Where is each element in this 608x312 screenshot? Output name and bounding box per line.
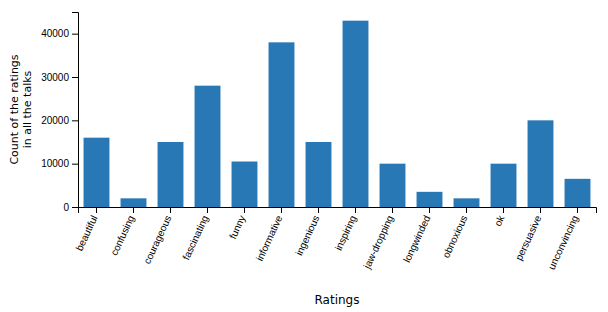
y-tick: 40000 — [41, 28, 78, 39]
y-tick: 20000 — [41, 115, 78, 126]
x-tick-label: obnoxious — [440, 214, 469, 260]
y-tick-label: 40000 — [41, 28, 69, 39]
y-axis-title: Count of the ratingsin all the talks — [8, 54, 34, 164]
y-axis-title-line: Count of the ratings — [8, 54, 21, 164]
x-tick-mark — [281, 207, 282, 213]
x-tick: obnoxious — [440, 207, 469, 260]
x-tick-label: funny — [227, 214, 247, 241]
y-axis-line — [72, 13, 79, 208]
bar — [454, 198, 480, 207]
x-tick: ingenious — [293, 207, 321, 257]
y-tick: 0 — [63, 202, 78, 213]
y-tick-mark — [72, 77, 78, 78]
x-tick-mark — [96, 207, 97, 213]
x-tick-mark — [207, 207, 208, 213]
x-tick-mark — [355, 207, 356, 213]
x-tick-label: ingenious — [293, 214, 321, 257]
x-tick-mark — [170, 207, 171, 213]
x-tick-mark — [429, 207, 430, 213]
bar — [343, 21, 369, 207]
x-tick: longwinded — [401, 207, 432, 264]
bar — [380, 164, 406, 207]
x-tick: ok — [492, 207, 507, 228]
bar — [84, 138, 110, 207]
bar — [306, 142, 332, 207]
x-tick-label: jaw-dropping — [361, 214, 396, 271]
bar — [565, 179, 591, 207]
x-tick: inspiring — [333, 207, 359, 252]
bar — [195, 86, 221, 207]
bar — [158, 142, 184, 207]
x-tick-mark — [466, 207, 467, 213]
plot-area: beautiful confusingcourageousfascinating f… — [41, 13, 596, 272]
y-axis: 0 10000 20000 30000 40000 — [41, 13, 78, 213]
bars — [84, 21, 591, 207]
x-tick-mark — [392, 207, 393, 213]
x-tick-mark — [244, 207, 245, 213]
x-tick-label: persuasive — [513, 213, 544, 262]
y-tick-label: 10000 — [41, 158, 69, 169]
x-tick-label: confusing — [108, 214, 136, 257]
x-tick-label: beautiful — [74, 214, 100, 253]
y-axis-title-line: in all the talks — [21, 70, 34, 148]
bar — [417, 192, 443, 207]
x-tick-label: courageous — [141, 214, 173, 266]
x-tick-mark — [318, 207, 319, 213]
x-tick: persuasive — [513, 207, 544, 262]
x-axis: beautiful confusingcourageousfascinating f… — [74, 207, 597, 271]
x-tick-label: inspiring — [333, 214, 359, 252]
x-tick: beautiful — [74, 207, 100, 253]
y-tick: 30000 — [41, 72, 78, 83]
x-tick-mark — [577, 207, 578, 213]
x-tick-mark — [540, 207, 541, 213]
x-tick-label: unconvincing — [546, 214, 581, 272]
x-axis-line — [79, 208, 597, 214]
x-tick-mark — [133, 207, 134, 213]
bar — [528, 120, 554, 207]
y-tick-label: 30000 — [41, 72, 69, 83]
x-tick-mark — [503, 207, 504, 213]
x-tick: confusing — [108, 207, 136, 257]
bar — [269, 42, 295, 207]
chart-container: beautiful confusingcourageousfascinating f… — [0, 0, 608, 312]
y-tick: 10000 — [41, 158, 78, 169]
x-tick: jaw-dropping — [361, 207, 396, 271]
x-tick: informative — [254, 207, 285, 263]
y-tick-mark — [72, 207, 78, 208]
chart-svg: beautiful confusingcourageousfascinating f… — [0, 0, 608, 312]
y-tick-mark — [72, 34, 78, 35]
x-tick: funny — [227, 207, 247, 241]
bar — [232, 162, 258, 208]
x-tick: courageous — [141, 207, 173, 266]
x-axis-title: Ratings — [315, 293, 360, 307]
y-tick-label: 0 — [63, 202, 69, 213]
x-tick: fascinating — [180, 207, 210, 262]
x-tick-label: ok — [492, 213, 507, 228]
y-tick-label: 20000 — [41, 115, 69, 126]
bar — [121, 198, 147, 207]
x-tick-label: fascinating — [180, 214, 210, 262]
x-tick: unconvincing — [546, 207, 581, 271]
y-tick-mark — [72, 120, 78, 121]
y-tick-mark — [72, 164, 78, 165]
x-tick-label: informative — [254, 213, 285, 262]
bar — [491, 164, 517, 207]
x-tick-label: longwinded — [401, 214, 432, 265]
